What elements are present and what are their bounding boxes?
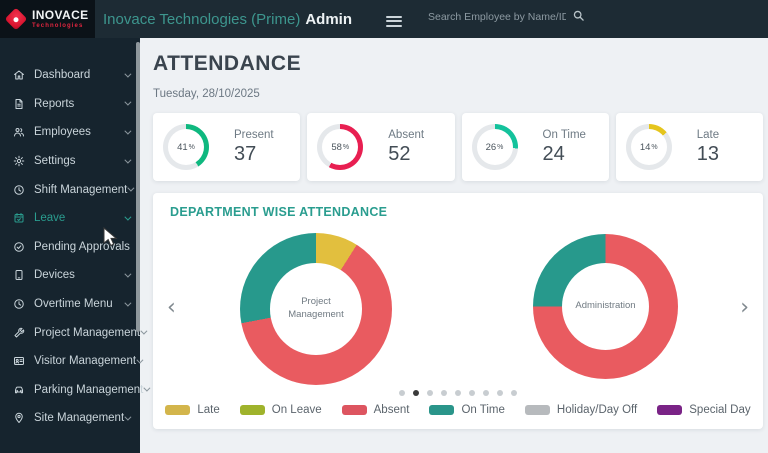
sidebar-item-employees[interactable]: Employees: [0, 118, 140, 147]
sidebar-item-project-management[interactable]: Project Management: [0, 318, 148, 347]
chevron-down-icon: [124, 98, 132, 107]
legend-item-on-leave[interactable]: On Leave: [239, 404, 322, 416]
stat-label: Late: [696, 128, 720, 141]
sidebar-item-overtime-menu[interactable]: Overtime Menu: [0, 290, 140, 319]
legend-item-holiday-day-off[interactable]: Holiday/Day Off: [524, 404, 637, 416]
sidebar-item-reports[interactable]: Reports: [0, 90, 140, 119]
employees-icon: [13, 126, 25, 138]
stat-value: 13: [696, 142, 719, 165]
carousel-next-button[interactable]: ›: [740, 295, 749, 320]
legend-item-special-day[interactable]: Special Day: [657, 404, 751, 416]
legend-swatch: [429, 405, 455, 415]
chevron-down-icon: [124, 270, 132, 278]
page-date: Tuesday, 28/10/2025: [153, 88, 260, 100]
chevron-down-icon: [124, 213, 132, 221]
legend-swatch: [524, 405, 550, 415]
shift-icon: [13, 184, 25, 196]
chevron-down-icon: [124, 70, 132, 78]
legend-item-on-time[interactable]: On Time: [429, 404, 505, 416]
search-icon[interactable]: [570, 7, 587, 27]
settings-icon: [13, 155, 25, 167]
reports-icon: [13, 98, 25, 110]
menu-icon[interactable]: [386, 13, 402, 29]
sidebar-scrollbar[interactable]: [136, 42, 140, 332]
brand-subtitle: Technologies: [32, 23, 84, 29]
sidebar-item-parking-management[interactable]: Parking Management: [0, 376, 151, 405]
stat-value: 24: [542, 142, 565, 165]
carousel-dot[interactable]: [427, 390, 433, 396]
carousel-dot[interactable]: [441, 390, 447, 396]
chevron-down-icon: [124, 413, 132, 421]
carousel-dots: [153, 390, 763, 396]
stat-card-present: 41% Present 37: [153, 113, 301, 181]
devices-icon: [13, 269, 25, 281]
sidebar-item-leave[interactable]: Leave: [0, 204, 140, 233]
sidebar: Dashboard Reports Employees Settings: [0, 38, 151, 453]
stats-row: 41% Present 37 58% Absent 52 2: [153, 113, 763, 181]
app-logo: INOVACE Technologies: [0, 0, 95, 38]
leave-icon: [13, 212, 25, 224]
project-icon: [13, 327, 25, 339]
chevron-down-icon: [124, 299, 132, 307]
legend-swatch: [341, 405, 367, 415]
top-header: INOVACE Technologies Inovace Technologie…: [0, 0, 768, 38]
stat-card-on-time: 26% On Time 24: [461, 113, 609, 181]
page-title: ATTENDANCE: [153, 52, 302, 75]
chevron-down-icon: [127, 184, 135, 192]
chevron-down-icon: [124, 127, 132, 135]
stat-label: Present: [234, 128, 274, 141]
stat-value: 37: [234, 142, 257, 165]
sidebar-item-settings[interactable]: Settings: [0, 147, 140, 176]
app-title: Inovace Technologies (Prime) Admin: [103, 10, 352, 28]
carousel-dot[interactable]: [469, 390, 475, 396]
search-input[interactable]: [428, 11, 566, 23]
main-content: ATTENDANCE Tuesday, 28/10/2025 41% Prese…: [140, 38, 768, 453]
approvals-icon: [13, 241, 25, 253]
donut-chart-project-management: Project Management: [240, 233, 392, 385]
chevron-down-icon: [124, 156, 132, 164]
sidebar-item-devices[interactable]: Devices: [0, 261, 140, 290]
legend-swatch: [657, 405, 683, 415]
progress-ring: 26%: [471, 124, 518, 170]
carousel-dot[interactable]: [413, 390, 419, 396]
legend-swatch: [239, 405, 265, 415]
sidebar-item-pending-approvals[interactable]: Pending Approvals: [0, 233, 140, 262]
sidebar-item-visitor-management[interactable]: Visitor Management: [0, 347, 144, 376]
overtime-icon: [13, 298, 25, 310]
visitor-icon: [13, 355, 25, 367]
sidebar-item-shift-management[interactable]: Shift Management: [0, 175, 140, 204]
section-title: DEPARTMENT WISE ATTENDANCE: [170, 205, 388, 219]
legend-swatch: [165, 405, 191, 415]
donut-chart-administration: Administration: [533, 234, 678, 379]
department-attendance-panel: DEPARTMENT WISE ATTENDANCE ‹ › Project M…: [153, 193, 763, 429]
stat-card-absent: 58% Absent 52: [307, 113, 455, 181]
site-icon: [13, 412, 25, 424]
parking-icon: [13, 384, 25, 396]
home-icon: [13, 69, 25, 81]
carousel-dot[interactable]: [497, 390, 503, 396]
carousel-dot[interactable]: [483, 390, 489, 396]
legend-item-late[interactable]: Late: [165, 404, 220, 416]
chart-legend: Late On Leave Absent On Time: [153, 404, 763, 416]
legend-item-absent[interactable]: Absent: [341, 404, 409, 416]
logo-diamond-icon: [4, 7, 28, 31]
carousel-dot[interactable]: [455, 390, 461, 396]
carousel-dot[interactable]: [511, 390, 517, 396]
donut-center-label: Project Management: [288, 296, 344, 320]
donut-center-label: Administration: [575, 300, 636, 312]
progress-ring: 14%: [625, 124, 672, 170]
sidebar-nav: Dashboard Reports Employees Settings: [0, 38, 151, 433]
brand-name: INOVACE: [32, 8, 89, 22]
progress-ring: 41%: [163, 124, 209, 170]
sidebar-item-site-management[interactable]: Site Management: [0, 404, 140, 433]
carousel-dot[interactable]: [399, 390, 405, 396]
stat-value: 52: [388, 142, 411, 165]
sidebar-item-dashboard[interactable]: Dashboard: [0, 61, 140, 90]
stat-label: Absent: [388, 128, 425, 141]
stat-card-late: 14% Late 13: [615, 113, 763, 181]
stat-label: On Time: [542, 128, 586, 141]
progress-ring: 58%: [317, 124, 364, 170]
carousel-prev-button[interactable]: ‹: [167, 295, 176, 320]
